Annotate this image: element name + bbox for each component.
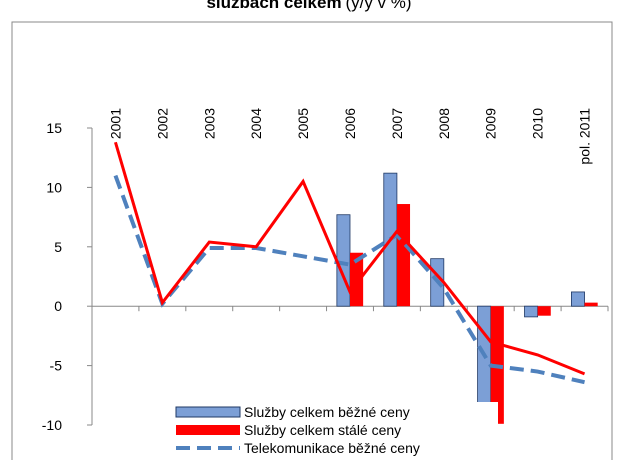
- bar: [396, 204, 411, 307]
- bar: [524, 305, 539, 318]
- bar: [537, 306, 551, 316]
- x-tick-label: 2001: [107, 108, 123, 139]
- x-tick-label: 2006: [342, 108, 358, 139]
- x-tick-label: 2008: [436, 108, 452, 139]
- x-tick-label: pol. 2011: [577, 108, 593, 165]
- legend-label: Služby celkem stálé ceny: [244, 422, 401, 438]
- legend-swatch: [175, 406, 241, 418]
- legend: Služby celkem běžné ceny Služby celkem st…: [168, 402, 498, 460]
- y-tick-label: 10: [46, 179, 62, 195]
- x-tick-label: 2003: [201, 108, 217, 139]
- bar: [584, 302, 598, 307]
- legend-label: Služby celkem běžné ceny: [244, 404, 410, 420]
- x-tick-label: 2007: [389, 108, 405, 139]
- y-tick-label: -10: [42, 417, 62, 433]
- bar: [571, 291, 585, 307]
- y-tick-label: 0: [54, 298, 62, 314]
- x-tick-label: 2010: [530, 108, 546, 139]
- chart-title: službách celkem (y/y v %): [206, 0, 411, 12]
- legend-swatch: [176, 425, 240, 435]
- title-bold: službách celkem: [206, 0, 341, 12]
- x-tick-label: 2005: [295, 108, 311, 139]
- chart-frame: [11, 21, 613, 460]
- line: [114, 141, 586, 376]
- title-rest: (y/y v %): [345, 0, 411, 12]
- legend-label: Telekomunikace běžné ceny: [244, 440, 420, 456]
- x-tick-label: 2009: [483, 108, 499, 139]
- x-tick-label: 2002: [154, 108, 170, 139]
- y-tick-label: -5: [50, 358, 63, 374]
- y-tick-label: 5: [54, 239, 62, 255]
- x-tick-label: 2004: [248, 108, 264, 139]
- bar: [336, 214, 351, 307]
- bar: [350, 252, 364, 307]
- y-tick-label: 15: [46, 120, 62, 136]
